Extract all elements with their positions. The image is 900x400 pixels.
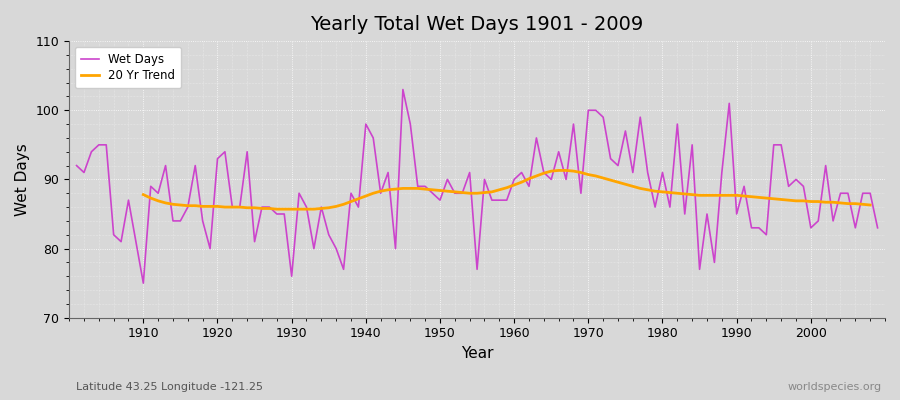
20 Yr Trend — [138, 192, 148, 197]
Line: Wet Days: Wet Days — [76, 90, 878, 283]
20 Yr Trend — [508, 182, 519, 187]
Wet Days — [613, 163, 624, 168]
Text: worldspecies.org: worldspecies.org — [788, 382, 882, 392]
Wet Days — [517, 170, 527, 175]
20 Yr Trend — [865, 203, 876, 208]
20 Yr Trend — [531, 174, 542, 178]
Wet Days — [130, 239, 141, 244]
20 Yr Trend — [368, 191, 379, 196]
Wet Days — [524, 184, 535, 189]
20 Yr Trend — [338, 202, 349, 207]
20 Yr Trend — [724, 193, 734, 198]
X-axis label: Year: Year — [461, 346, 493, 361]
Title: Yearly Total Wet Days 1901 - 2009: Yearly Total Wet Days 1901 - 2009 — [310, 15, 644, 34]
Wet Days — [398, 87, 409, 92]
Wet Days — [138, 281, 148, 286]
20 Yr Trend — [272, 207, 283, 212]
Legend: Wet Days, 20 Yr Trend: Wet Days, 20 Yr Trend — [75, 47, 181, 88]
20 Yr Trend — [554, 168, 564, 173]
Wet Days — [872, 226, 883, 230]
Y-axis label: Wet Days: Wet Days — [15, 143, 30, 216]
Wet Days — [346, 191, 356, 196]
20 Yr Trend — [316, 206, 327, 211]
Wet Days — [302, 205, 312, 210]
Line: 20 Yr Trend: 20 Yr Trend — [143, 170, 870, 209]
Wet Days — [71, 163, 82, 168]
Text: Latitude 43.25 Longitude -121.25: Latitude 43.25 Longitude -121.25 — [76, 382, 264, 392]
